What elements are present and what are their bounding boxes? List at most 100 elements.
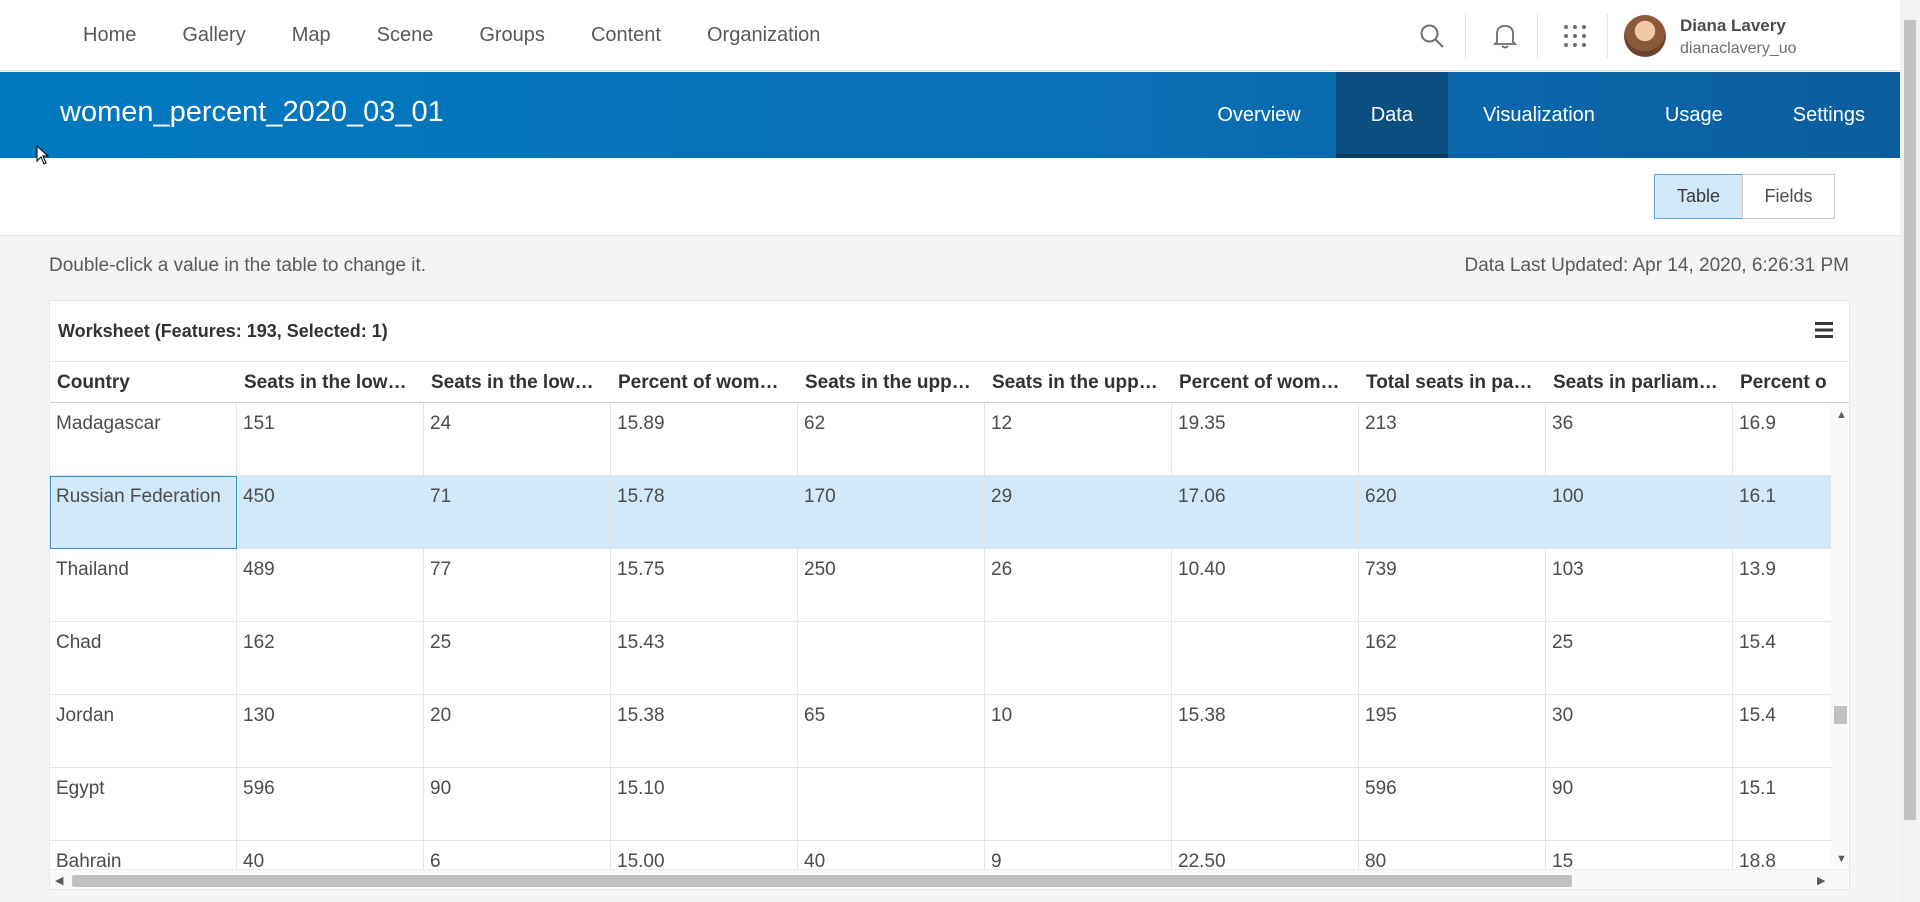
hamburger-menu-icon[interactable]: [1813, 319, 1835, 341]
table-cell[interactable]: 489: [237, 549, 424, 622]
table-cell[interactable]: 17.06: [1172, 476, 1359, 549]
column-header[interactable]: Percent of wom…: [618, 372, 779, 393]
table-cell[interactable]: Madagascar: [50, 403, 237, 476]
table-cell[interactable]: 596: [1359, 768, 1546, 841]
table-cell[interactable]: 620: [1359, 476, 1546, 549]
nav-organization[interactable]: Organization: [707, 24, 821, 46]
nav-gallery[interactable]: Gallery: [182, 24, 246, 46]
table-cell[interactable]: 162: [1359, 622, 1546, 695]
table-cell[interactable]: 250: [798, 549, 985, 622]
column-header[interactable]: Percent o: [1740, 372, 1827, 393]
table-cell[interactable]: 195: [1359, 695, 1546, 768]
table-cell[interactable]: [798, 768, 985, 841]
table-cell[interactable]: 103: [1546, 549, 1733, 622]
fields-view-button[interactable]: Fields: [1742, 174, 1835, 219]
table-cell[interactable]: Thailand: [50, 549, 237, 622]
tab-settings[interactable]: Settings: [1792, 103, 1865, 126]
table-cell[interactable]: 15.43: [611, 622, 798, 695]
table-row[interactable]: Jordan 130 20 15.38 65 10 15.38 195 30 15.4: [50, 695, 1831, 768]
column-header[interactable]: Seats in the low…: [244, 372, 407, 393]
column-header[interactable]: Seats in the upp…: [805, 372, 971, 393]
table-cell[interactable]: 40: [798, 841, 985, 869]
table-row[interactable]: Egypt 596 90 15.10 596 90 15.1: [50, 768, 1831, 841]
tab-visualization[interactable]: Visualization: [1482, 103, 1595, 126]
app-launcher-icon[interactable]: [1559, 20, 1591, 52]
table-cell[interactable]: [1172, 622, 1359, 695]
nav-groups[interactable]: Groups: [479, 24, 545, 46]
table-cell[interactable]: 15.4: [1733, 695, 1831, 768]
user-username[interactable]: dianaclavery_uo: [1680, 40, 1797, 57]
table-cell[interactable]: 10: [985, 695, 1172, 768]
table-cell[interactable]: 170: [798, 476, 985, 549]
table-view-button[interactable]: Table: [1654, 174, 1743, 219]
table-cell[interactable]: 15.00: [611, 841, 798, 869]
table-cell[interactable]: 30: [1546, 695, 1733, 768]
tab-overview[interactable]: Overview: [1217, 103, 1301, 126]
table-cell[interactable]: 25: [424, 622, 611, 695]
table-cell[interactable]: 19.35: [1172, 403, 1359, 476]
table-cell[interactable]: [1172, 768, 1359, 841]
table-row[interactable]: Madagascar 151 24 15.89 62 12 19.35 213 36 16.9: [50, 403, 1831, 476]
scroll-up-icon[interactable]: ▲: [1836, 409, 1847, 421]
table-cell[interactable]: 162: [237, 622, 424, 695]
scroll-right-icon[interactable]: ▶: [1817, 875, 1826, 887]
table-row[interactable]: Chad 162 25 15.43 162 25 15.4: [50, 622, 1831, 695]
table-cell[interactable]: 596: [237, 768, 424, 841]
scroll-down-icon[interactable]: ▼: [1836, 853, 1847, 865]
table-cell[interactable]: 71: [424, 476, 611, 549]
table-cell[interactable]: 20: [424, 695, 611, 768]
table-cell[interactable]: Russian Federation: [50, 476, 237, 549]
table-cell[interactable]: 15.38: [1172, 695, 1359, 768]
table-cell[interactable]: 10.40: [1172, 549, 1359, 622]
tab-data[interactable]: Data: [1335, 72, 1449, 158]
table-cell[interactable]: 739: [1359, 549, 1546, 622]
table-row[interactable]: Bahrain 40 6 15.00 40 9 22.50 80 15 18.8: [50, 841, 1831, 869]
vertical-scrollbar[interactable]: ▲ ▼: [1831, 403, 1849, 869]
table-cell[interactable]: Jordan: [50, 695, 237, 768]
search-icon[interactable]: [1416, 20, 1448, 52]
table-cell[interactable]: 29: [985, 476, 1172, 549]
table-cell[interactable]: Bahrain: [50, 841, 237, 869]
table-cell[interactable]: 16.9: [1733, 403, 1831, 476]
nav-home[interactable]: Home: [83, 24, 137, 46]
table-cell[interactable]: 213: [1359, 403, 1546, 476]
table-cell[interactable]: 100: [1546, 476, 1733, 549]
table-cell[interactable]: 62: [798, 403, 985, 476]
column-header[interactable]: Total seats in pa…: [1366, 372, 1533, 393]
column-header[interactable]: Percent of wom…: [1179, 372, 1340, 393]
table-cell[interactable]: 36: [1546, 403, 1733, 476]
table-cell[interactable]: 15: [1546, 841, 1733, 869]
table-cell[interactable]: Egypt: [50, 768, 237, 841]
table-cell[interactable]: 18.8: [1733, 841, 1831, 869]
nav-map[interactable]: Map: [291, 24, 331, 46]
table-cell[interactable]: 151: [237, 403, 424, 476]
scroll-left-icon[interactable]: ◀: [55, 875, 64, 887]
table-cell[interactable]: 13.9: [1733, 549, 1831, 622]
nav-content[interactable]: Content: [590, 24, 661, 46]
table-cell[interactable]: 24: [424, 403, 611, 476]
table-cell[interactable]: 15.78: [611, 476, 798, 549]
horizontal-scroll-thumb[interactable]: [72, 875, 1572, 887]
table-cell[interactable]: [798, 622, 985, 695]
table-cell[interactable]: 22.50: [1172, 841, 1359, 869]
table-cell[interactable]: [985, 622, 1172, 695]
table-cell[interactable]: 15.38: [611, 695, 798, 768]
nav-scene[interactable]: Scene: [376, 24, 434, 46]
table-cell[interactable]: 40: [237, 841, 424, 869]
table-cell[interactable]: 25: [1546, 622, 1733, 695]
avatar[interactable]: [1624, 15, 1666, 57]
user-name[interactable]: Diana Lavery: [1680, 16, 1786, 35]
table-cell[interactable]: 15.4: [1733, 622, 1831, 695]
table-cell[interactable]: 130: [237, 695, 424, 768]
table-cell[interactable]: 15.75: [611, 549, 798, 622]
table-cell[interactable]: 15.10: [611, 768, 798, 841]
table-cell[interactable]: 65: [798, 695, 985, 768]
table-cell[interactable]: 15.89: [611, 403, 798, 476]
table-cell[interactable]: 16.1: [1733, 476, 1831, 549]
bell-icon[interactable]: [1489, 20, 1521, 52]
column-header[interactable]: Seats in the low…: [431, 372, 594, 393]
table-cell[interactable]: 6: [424, 841, 611, 869]
page-scroll-thumb[interactable]: [1904, 20, 1916, 820]
table-cell[interactable]: 90: [424, 768, 611, 841]
table-row[interactable]: Russian Federation 450 71 15.78 170 29 17.06 62…: [50, 476, 1831, 549]
